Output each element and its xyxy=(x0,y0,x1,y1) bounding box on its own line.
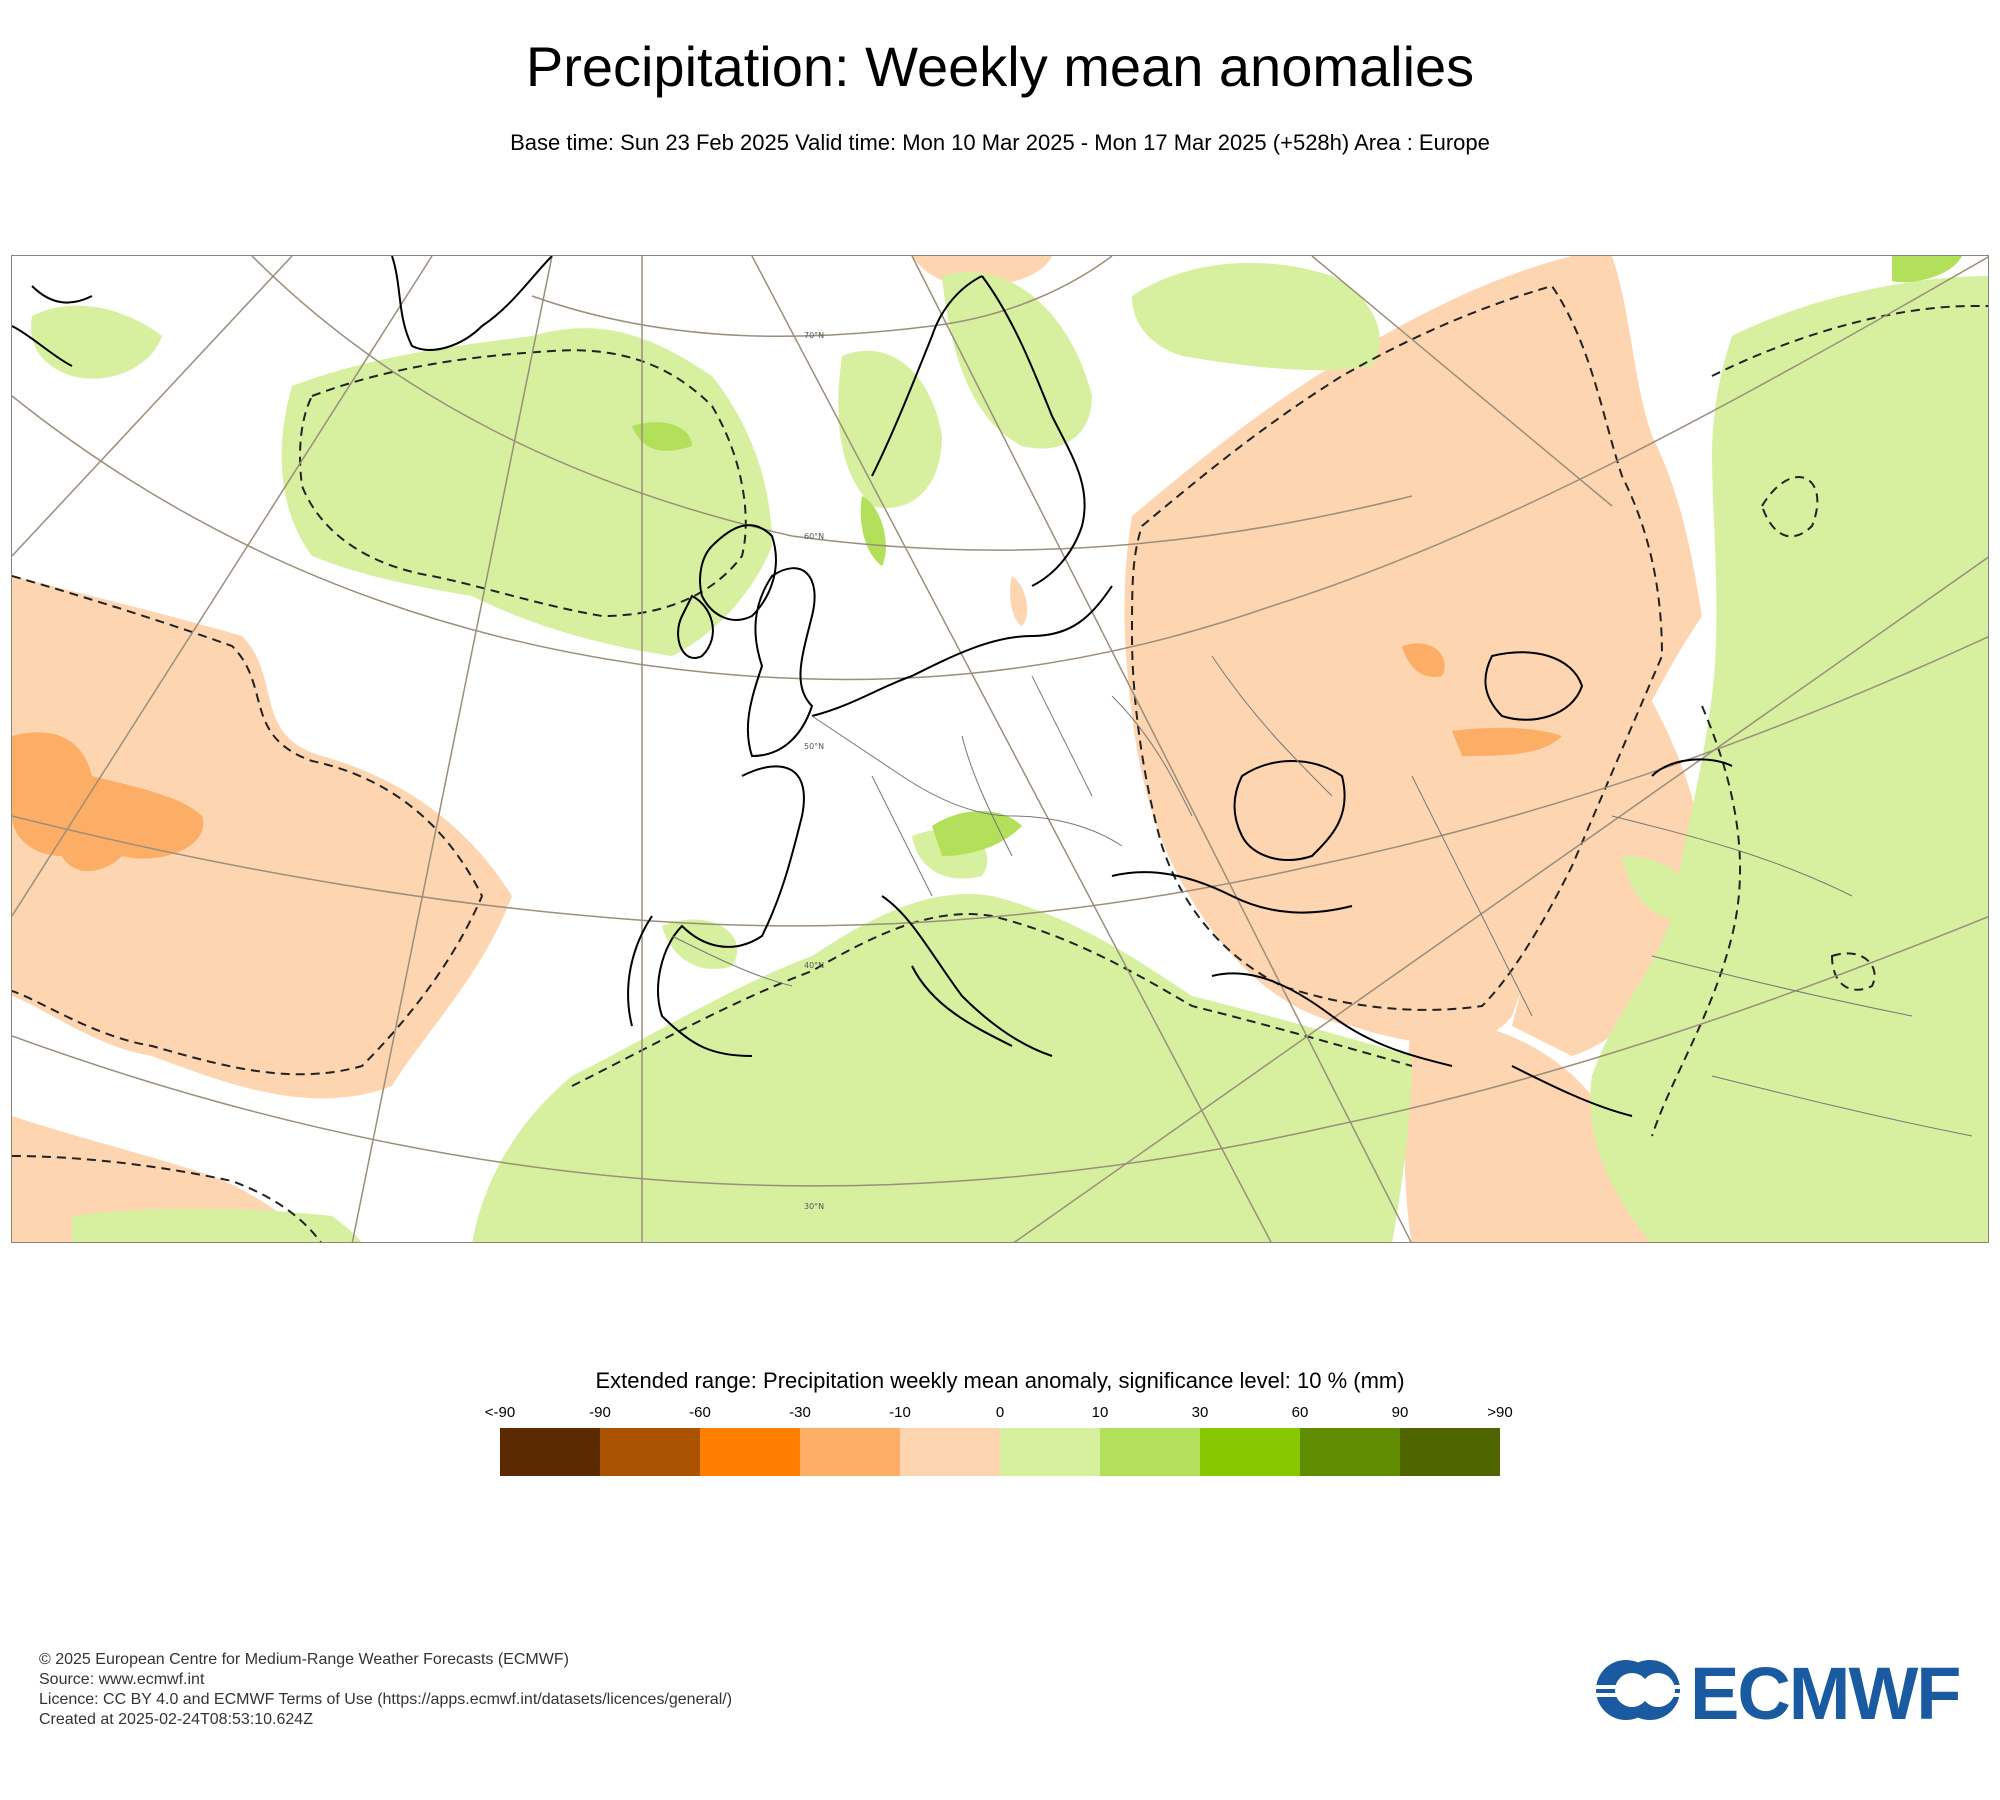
wet-anomaly-areas xyxy=(31,262,1988,1242)
legend-swatch xyxy=(600,1428,700,1476)
legend-swatch xyxy=(1200,1428,1300,1476)
lat-label-60: 60°N xyxy=(804,532,824,541)
lat-label-50: 50°N xyxy=(804,742,824,751)
legend-swatches xyxy=(500,1428,1500,1476)
copyright-line: © 2025 European Centre for Medium-Range … xyxy=(39,1651,569,1668)
latitude-labels: 70°N 60°N 50°N 40°N 30°N xyxy=(804,331,824,1211)
legend-title: Extended range: Precipitation weekly mea… xyxy=(595,1368,1405,1393)
lat-label-70: 70°N xyxy=(804,331,824,340)
legend-tick: -30 xyxy=(789,1404,811,1421)
legend-tick: -90 xyxy=(589,1404,611,1421)
legend-tick: <-90 xyxy=(484,1404,516,1421)
lat-label-40: 40°N xyxy=(804,961,824,970)
legend-swatch xyxy=(500,1428,600,1476)
footer-credits: © 2025 European Centre for Medium-Range … xyxy=(39,1650,732,1730)
legend-swatch xyxy=(1400,1428,1500,1476)
legend-tick: >90 xyxy=(1487,1404,1513,1421)
legend-tick: -10 xyxy=(889,1404,911,1421)
legend-swatch xyxy=(1100,1428,1200,1476)
legend-tick: 60 xyxy=(1291,1404,1309,1421)
coastlines xyxy=(12,256,1733,1117)
legend-swatch xyxy=(800,1428,900,1476)
borders xyxy=(671,655,1973,1137)
legend-swatch xyxy=(900,1428,1000,1476)
created-line: Created at 2025-02-24T08:53:10.624Z xyxy=(39,1711,313,1728)
color-legend: <-90 -90 -60 -30 -10 0 10 30 60 90 >90 xyxy=(485,1404,1513,1476)
chart-subtitle: Base time: Sun 23 Feb 2025 Valid time: M… xyxy=(510,130,1490,155)
legend-swatch xyxy=(700,1428,800,1476)
source-line: Source: www.ecmwf.int xyxy=(39,1671,205,1688)
graticule xyxy=(12,256,1988,1242)
precipitation-anomaly-map[interactable]: 70°N 60°N 50°N 40°N 30°N xyxy=(11,255,1989,1243)
lat-label-30: 30°N xyxy=(804,1202,824,1211)
legend-tick: 0 xyxy=(995,1404,1005,1421)
legend-swatch xyxy=(1000,1428,1100,1476)
dry-medium-areas xyxy=(12,643,1562,871)
logo-text: ECMWF xyxy=(1690,1652,1961,1735)
licence-line: Licence: CC BY 4.0 and ECMWF Terms of Us… xyxy=(39,1691,733,1708)
dry-anomaly-areas xyxy=(12,256,1704,1242)
wet-medium-areas xyxy=(632,256,1962,856)
legend-tick: 90 xyxy=(1391,1404,1409,1421)
legend-tick: 10 xyxy=(1091,1404,1109,1421)
legend-tick: 30 xyxy=(1191,1404,1209,1421)
map-canvas: 70°N 60°N 50°N 40°N 30°N xyxy=(12,256,1988,1242)
legend-ticks: <-90 -90 -60 -30 -10 0 10 30 60 90 >90 xyxy=(485,1404,1513,1424)
ecmwf-logo-icon xyxy=(1588,1660,1688,1720)
ecmwf-logo: ECMWF xyxy=(1588,1652,1968,1735)
legend-tick: -60 xyxy=(689,1404,711,1421)
significance-contours xyxy=(12,284,1988,1242)
legend-swatch xyxy=(1300,1428,1400,1476)
chart-title: Precipitation: Weekly mean anomalies xyxy=(525,35,1475,98)
